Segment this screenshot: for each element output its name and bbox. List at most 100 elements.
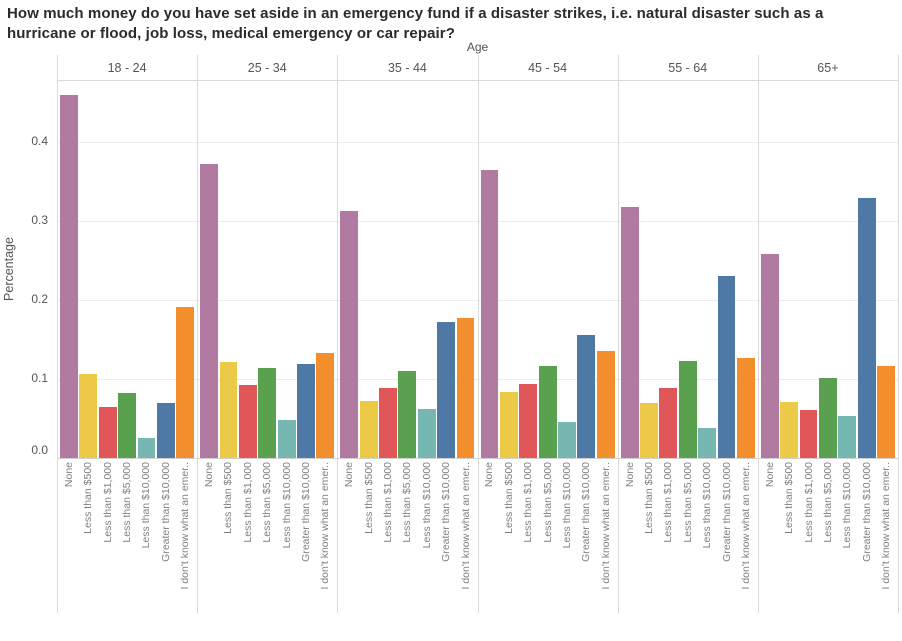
category-label: Less than $5,000 [681,462,694,543]
category-label: Less than $500 [783,462,796,534]
bar-25-34-greater-than-10-000[interactable] [297,364,315,458]
bar-18-24-less-than-1-000[interactable] [98,407,117,458]
bar-25-34-none[interactable] [200,164,219,458]
bar-65+-less-than-1-000[interactable] [799,410,818,458]
category-label: Less than $500 [362,462,375,534]
bar-35-44-less-than-1-000[interactable] [379,388,397,458]
category-label: Less than $5,000 [401,462,414,543]
bar-65+-i-don-t-know-what-an-emer-[interactable] [877,366,895,458]
category-label: Greater than $10,000 [300,462,312,562]
category-label: Greater than $10,000 [720,462,733,562]
category-label: Less than $1,000 [382,462,395,543]
bar-55-64-less-than-500[interactable] [640,403,658,458]
category-label: Less than $1,000 [802,462,815,543]
bar-55-64-less-than-1-000[interactable] [659,388,678,458]
bar-55-64-less-than-5-000[interactable] [678,361,697,458]
category-label: Less than $10,000 [841,462,854,549]
y-tick-label: 0.4 [31,134,48,149]
bar-45-54-less-than-500[interactable] [499,392,518,458]
category-label: None [483,462,496,488]
bar-55-64-less-than-10-000[interactable] [698,428,717,458]
panel-separator [617,55,619,613]
panel-separator [757,55,759,613]
bar-25-34-i-don-t-know-what-an-emer-[interactable] [316,353,335,458]
bar-35-44-less-than-10-000[interactable] [417,409,436,458]
bar-35-44-i-don-t-know-what-an-emer-[interactable] [456,318,475,458]
category-label: Less than $500 [222,462,235,534]
age-group-header-55-64[interactable]: 55 - 64 [668,60,708,75]
bar-65+-less-than-5-000[interactable] [818,378,837,458]
category-label: Less than $10,000 [560,462,573,549]
category-label: None [62,462,75,488]
category-label: None [623,462,636,488]
bar-55-64-greater-than-10-000[interactable] [717,276,736,458]
bar-18-24-greater-than-10-000[interactable] [156,403,175,458]
category-label: Less than $500 [82,462,95,534]
bar-35-44-less-than-5-000[interactable] [398,371,417,458]
bar-35-44-none[interactable] [340,211,359,458]
category-label: I don't know what an emer.. [739,462,752,590]
panel-separator [57,55,58,613]
bar-18-24-less-than-5-000[interactable] [118,393,137,458]
bar-55-64-i-don-t-know-what-an-emer-[interactable] [736,358,755,458]
category-label: Less than $5,000 [821,462,834,543]
chart-title: How much money do you have set aside in … [7,5,824,42]
age-group-header-25-34[interactable]: 25 - 34 [247,60,287,75]
bar-18-24-none[interactable] [60,95,78,458]
age-group-header-65+[interactable]: 65+ [817,60,839,75]
age-group-header-45-54[interactable]: 45 - 54 [528,60,568,75]
bar-18-24-less-than-500[interactable] [79,374,98,458]
bar-35-44-greater-than-10-000[interactable] [437,322,456,458]
category-label: Less than $5,000 [261,462,274,543]
category-label: Less than $10,000 [280,462,293,549]
panel-separator [477,55,479,613]
y-tick-label: 0.1 [31,371,48,386]
category-label: Less than $500 [642,462,655,534]
bar-65+-less-than-500[interactable] [780,402,799,458]
category-label: Less than $10,000 [701,462,714,549]
category-label: I don't know what an emer.. [319,462,332,590]
category-label: Less than $1,000 [101,462,114,543]
bar-25-34-less-than-5-000[interactable] [258,368,277,458]
category-label: None [763,462,776,488]
age-group-header-35-44[interactable]: 35 - 44 [387,60,427,75]
category-label: Greater than $10,000 [860,462,873,562]
category-label: Less than $1,000 [522,462,535,543]
category-label: Less than $5,000 [121,462,134,543]
panel-separator [197,55,199,613]
category-label: I don't know what an emer.. [880,462,893,590]
age-group-header-18-24[interactable]: 18 - 24 [107,60,147,75]
category-label: Greater than $10,000 [159,462,172,562]
bar-65+-greater-than-10-000[interactable] [857,198,876,458]
panel-separator [898,55,899,613]
category-label: Less than $10,000 [420,462,433,549]
y-axis-title: Percentage [2,237,16,301]
category-label: I don't know what an emer.. [179,462,192,590]
bar-55-64-none[interactable] [620,207,639,458]
bar-45-54-less-than-5-000[interactable] [538,366,557,458]
category-label: Less than $500 [502,462,515,534]
bar-25-34-less-than-1-000[interactable] [238,385,257,458]
bar-25-34-less-than-500[interactable] [219,362,238,458]
bar-45-54-less-than-1-000[interactable] [519,384,538,458]
bar-45-54-i-don-t-know-what-an-emer-[interactable] [596,351,615,458]
bar-25-34-less-than-10-000[interactable] [277,420,296,458]
bar-65+-none[interactable] [760,254,779,458]
bar-18-24-i-don-t-know-what-an-emer-[interactable] [176,307,195,458]
category-label: Less than $1,000 [241,462,254,543]
bar-45-54-less-than-10-000[interactable] [558,422,576,458]
bar-35-44-less-than-500[interactable] [359,401,378,458]
category-label: Less than $1,000 [662,462,675,543]
facet-age-label: Age [466,40,489,54]
category-label: Greater than $10,000 [440,462,453,562]
category-label: None [203,462,216,488]
bar-65+-less-than-10-000[interactable] [838,416,857,458]
y-tick-label: 0.0 [31,443,48,457]
category-label: Less than $10,000 [140,462,153,549]
bar-45-54-greater-than-10-000[interactable] [577,335,596,458]
bar-45-54-none[interactable] [480,170,499,458]
category-label: I don't know what an emer.. [459,462,472,590]
bar-18-24-less-than-10-000[interactable] [137,438,156,458]
y-tick-label: 0.3 [31,213,48,228]
